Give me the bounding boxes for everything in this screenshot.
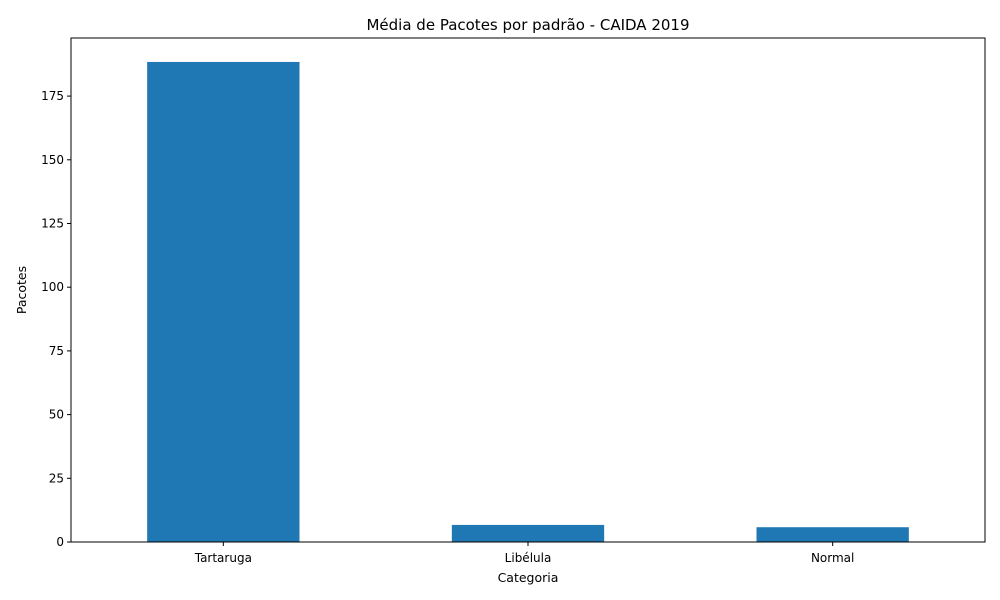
x-tick-label: Libélula [505, 551, 552, 565]
y-tick-label: 150 [41, 153, 64, 167]
y-tick-label: 125 [41, 216, 64, 230]
x-tick-label: Normal [811, 551, 854, 565]
y-axis-ticks: 0 25 50 75 100 125 150 175 [41, 89, 71, 549]
x-axis-label: Categoria [498, 570, 559, 585]
bar-0 [147, 61, 300, 542]
y-tick-label: 0 [56, 535, 64, 549]
y-tick-label: 50 [49, 408, 64, 422]
plot-frame [70, 37, 986, 543]
bars-group [147, 61, 909, 542]
chart-title: Média de Pacotes por padrão - CAIDA 2019 [366, 16, 689, 34]
y-tick-label: 175 [41, 89, 64, 103]
y-tick-label: 100 [41, 280, 64, 294]
y-axis-label: Pacotes [14, 266, 29, 314]
y-tick-label: 25 [49, 471, 64, 485]
bar-2 [756, 527, 909, 542]
bar-1 [451, 524, 605, 542]
x-axis-ticks: Tartaruga Libélula Normal [194, 542, 854, 565]
x-tick-label: Tartaruga [194, 551, 252, 565]
y-tick-label: 75 [49, 344, 64, 358]
